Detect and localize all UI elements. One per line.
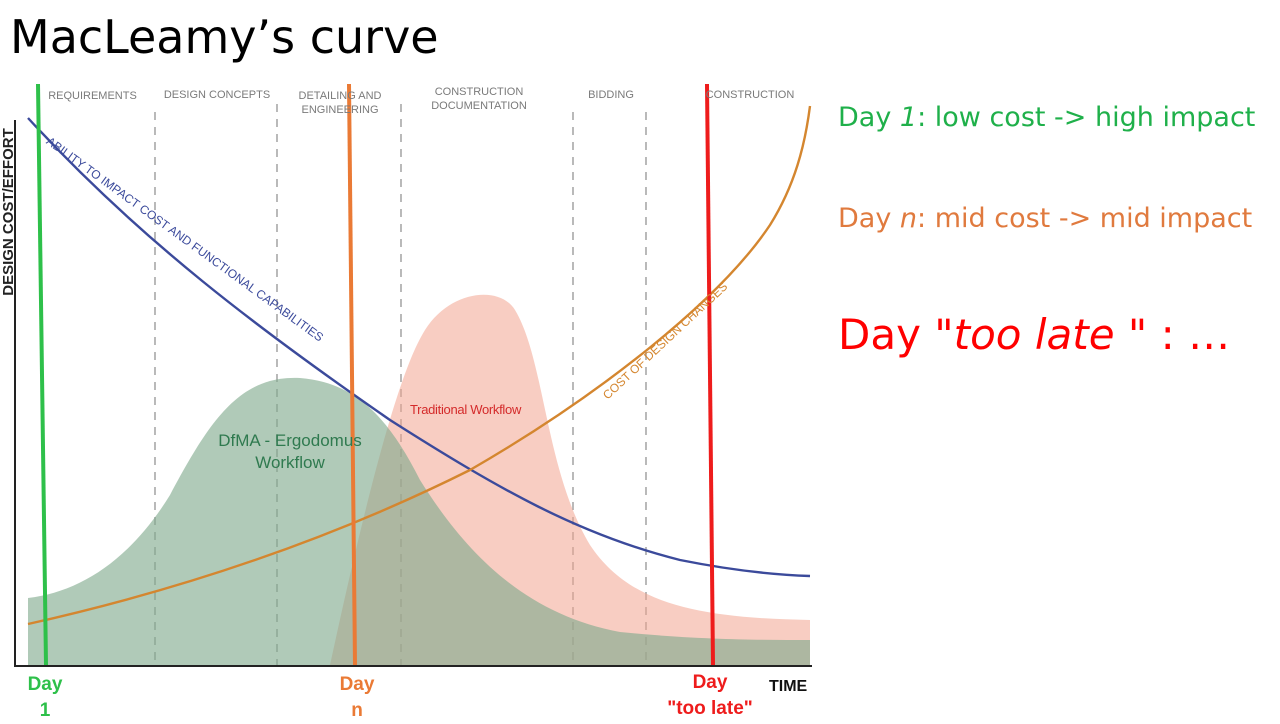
note-day-too-late-suffix: : … bbox=[1147, 310, 1231, 359]
note-day-1-prefix: Day bbox=[838, 102, 900, 133]
day-1-label: Day 1 bbox=[15, 672, 75, 724]
day-too-late-label: Day "too late" bbox=[650, 670, 770, 722]
note-day-too-late-italic: "too late " bbox=[934, 310, 1148, 359]
phase-label-construction-documentation: CONSTRUCTION DOCUMENTATION bbox=[431, 86, 527, 112]
x-axis-label: TIME bbox=[769, 678, 808, 695]
note-day-n-prefix: Day bbox=[838, 203, 900, 234]
phase-label-design-concepts: DESIGN CONCEPTS bbox=[163, 89, 271, 101]
slide-title: MacLeamy’s curve bbox=[10, 10, 439, 64]
traditional-workflow-label: Traditional Workflow bbox=[410, 402, 522, 417]
day-too-late-label-line-2: "too late" bbox=[667, 698, 753, 719]
note-day-n-italic: n bbox=[899, 203, 918, 234]
day-1-label-line-2: 1 bbox=[39, 700, 51, 721]
cost-of-design-changes-curve bbox=[27, 105, 812, 626]
ability-to-impact-curve bbox=[27, 117, 811, 578]
dfma-workflow-label-line-1: DfMA - Ergodomus bbox=[218, 431, 362, 450]
note-day-1: Day 1: low cost -> high impact bbox=[838, 102, 1255, 133]
note-day-1-suffix: : low cost -> high impact bbox=[917, 102, 1256, 133]
day-n-label-line-1: Day bbox=[339, 674, 375, 695]
note-day-1-italic: 1 bbox=[899, 102, 918, 133]
dfma-workflow-label: DfMA - Ergodomus Workflow bbox=[190, 430, 390, 474]
phase-label-requirements: REQUIREMENTS bbox=[48, 90, 137, 102]
day-n-label: Day n bbox=[327, 672, 387, 724]
day-n-marker-line bbox=[347, 83, 357, 666]
day-too-late-marker-line bbox=[705, 83, 715, 666]
phase-label-detailing-engineering: DETAILING AND ENGINEERING bbox=[298, 90, 382, 116]
dfma-workflow-label-line-2: Workflow bbox=[255, 453, 325, 472]
dfma-workflow-area bbox=[28, 377, 810, 665]
day-1-marker-line bbox=[36, 83, 48, 666]
note-day-too-late-prefix: Day bbox=[838, 310, 935, 359]
phase-label-construction: CONSTRUCTION bbox=[705, 89, 795, 101]
phase-label-bidding: BIDDING bbox=[588, 89, 634, 101]
note-day-n-suffix: : mid cost -> mid impact bbox=[917, 203, 1253, 234]
day-n-label-line-2: n bbox=[351, 700, 363, 721]
day-1-label-line-1: Day bbox=[27, 674, 63, 695]
day-too-late-label-line-1: Day bbox=[692, 672, 728, 693]
macleamy-curve-figure: REQUIREMENTS DESIGN CONCEPTS DETAILING A… bbox=[0, 83, 812, 722]
note-day-n: Day n: mid cost -> mid impact bbox=[838, 203, 1252, 234]
y-axis-label: DESIGN COST/EFFORT bbox=[0, 128, 17, 296]
curve-plot bbox=[14, 83, 812, 667]
note-day-too-late: Day "too late " : … bbox=[838, 310, 1230, 359]
